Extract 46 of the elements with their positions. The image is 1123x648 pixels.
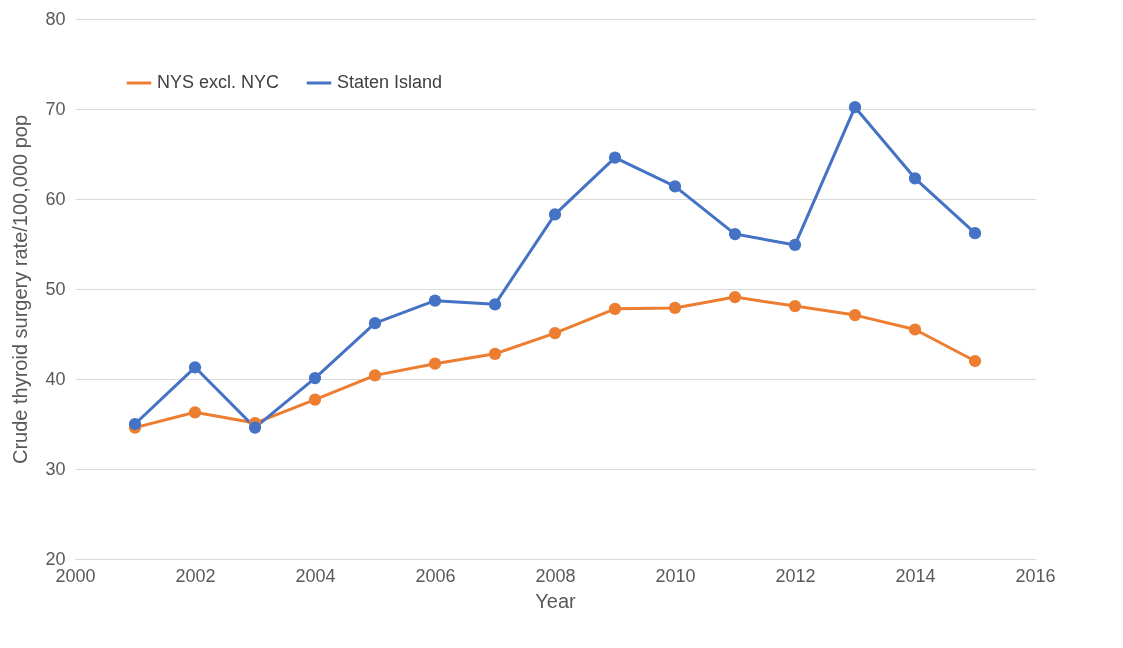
x-tick-label: 2014 xyxy=(895,565,936,586)
point xyxy=(548,208,562,221)
point xyxy=(128,417,142,431)
point xyxy=(488,347,502,360)
legend-label: Staten Island xyxy=(337,72,443,92)
point xyxy=(848,308,862,322)
x-tick-label: 2010 xyxy=(655,565,696,586)
point xyxy=(968,227,982,240)
y-tick-label: 60 xyxy=(45,188,66,209)
x-tick-label: 2002 xyxy=(175,565,216,586)
y-axis-title: Crude thyroid surgery rate/100,000 pop xyxy=(9,114,32,465)
point xyxy=(428,357,442,370)
y-tick-label: 30 xyxy=(45,458,66,479)
point xyxy=(308,371,322,385)
point xyxy=(788,238,802,252)
point xyxy=(908,323,922,336)
point xyxy=(908,172,922,185)
point xyxy=(608,151,622,164)
y-tick-label: 80 xyxy=(45,8,66,29)
point xyxy=(728,227,742,241)
y-tick-label: 40 xyxy=(45,368,66,389)
point xyxy=(668,301,682,315)
point xyxy=(968,354,982,368)
x-tick-label: 2006 xyxy=(415,565,456,586)
point xyxy=(308,393,322,406)
point xyxy=(368,369,382,382)
point xyxy=(608,302,622,315)
x-axis-title: Year xyxy=(535,589,577,612)
legend-label: NYS excl. NYC xyxy=(157,72,280,92)
point xyxy=(848,101,862,114)
y-tick-label: 50 xyxy=(45,278,66,299)
x-tick-label: 2004 xyxy=(295,565,336,586)
point xyxy=(668,180,682,193)
point xyxy=(188,406,202,419)
point xyxy=(248,421,262,434)
point xyxy=(548,326,562,340)
point xyxy=(788,299,802,313)
x-tick-label: 2008 xyxy=(535,565,576,586)
point xyxy=(188,361,202,374)
point xyxy=(488,298,502,311)
y-tick-label: 70 xyxy=(45,98,66,119)
point xyxy=(368,317,382,330)
x-tick-label: 2016 xyxy=(1015,565,1056,586)
point xyxy=(428,294,442,307)
x-tick-label: 2012 xyxy=(775,565,816,586)
point xyxy=(728,290,742,304)
